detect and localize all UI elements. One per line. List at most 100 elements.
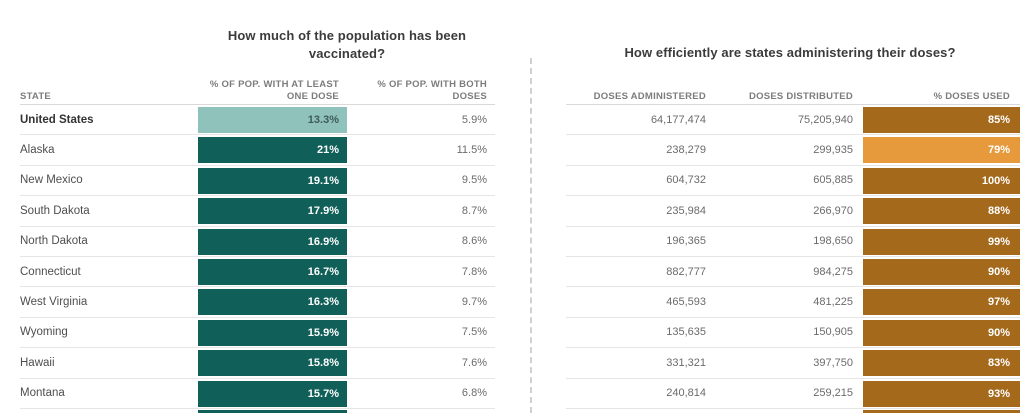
table-row: Alaska 21% 11.5% 238,279 299,935 79% <box>0 135 1035 166</box>
row-separator-right <box>566 164 1020 166</box>
table-row: Montana 15.7% 6.8% 240,814 259,215 93% <box>0 379 1035 409</box>
doses-used-bar: 85% <box>863 107 1020 133</box>
table-row: Wyoming 15.9% 7.5% 135,635 150,905 90% <box>0 318 1035 349</box>
distributed-value: 266,970 <box>813 204 853 217</box>
table-row: South Dakota 17.9% 8.7% 235,984 266,970 … <box>0 196 1035 227</box>
one-dose-bar: 19.1% <box>198 167 347 194</box>
row-separator-right <box>566 255 1020 257</box>
row-separator-right <box>566 347 1020 349</box>
distributed-value: 75,205,940 <box>797 113 853 126</box>
section-divider <box>530 58 532 413</box>
row-separator-left <box>20 164 495 166</box>
column-header-doses-used: % DOSES USED <box>933 91 1010 103</box>
state-name: New Mexico <box>20 174 83 187</box>
row-separator-right <box>566 316 1020 318</box>
table-row: United States 13.3% 5.9% 64,177,474 75,2… <box>0 105 1035 136</box>
header-separator-left <box>20 104 495 105</box>
distributed-value: 984,275 <box>813 265 853 278</box>
state-name: West Virginia <box>20 296 88 309</box>
administered-value: 882,777 <box>666 265 706 278</box>
row-separator-left <box>20 255 495 257</box>
column-header-one-dose: % OF POP. WITH AT LEAST ONE DOSE <box>209 79 339 103</box>
administered-value: 331,321 <box>666 356 706 369</box>
cutoff-next-row-orange-bar <box>863 410 1020 413</box>
both-doses-value: 8.6% <box>461 235 487 248</box>
doses-used-bar: 90% <box>863 258 1020 285</box>
row-separator-left <box>20 134 495 136</box>
both-doses-value: 11.5% <box>456 144 487 157</box>
state-name: North Dakota <box>20 235 88 248</box>
row-separator-left <box>20 286 495 288</box>
both-doses-value: 9.7% <box>461 296 487 309</box>
one-dose-bar: 15.7% <box>198 380 347 407</box>
doses-used-bar: 90% <box>863 319 1020 346</box>
one-dose-bar: 15.8% <box>198 350 347 377</box>
row-separator-left <box>20 377 495 379</box>
row-separator-left <box>20 347 495 349</box>
one-dose-bar: 16.9% <box>198 228 347 255</box>
one-dose-bar: 17.9% <box>198 198 347 225</box>
table-row: Connecticut 16.7% 7.8% 882,777 984,275 9… <box>0 257 1035 288</box>
distributed-value: 150,905 <box>813 326 853 339</box>
both-doses-value: 7.6% <box>461 356 487 369</box>
doses-used-bar: 93% <box>863 380 1020 407</box>
row-separator-left <box>20 225 495 227</box>
state-name: Montana <box>20 387 65 400</box>
distributed-value: 198,650 <box>813 235 853 248</box>
column-header-administered: DOSES ADMINISTERED <box>593 91 706 103</box>
distributed-value: 605,885 <box>813 174 853 187</box>
distributed-value: 259,215 <box>813 387 853 400</box>
row-separator-left <box>20 316 495 318</box>
state-name: United States <box>20 113 94 126</box>
state-name: Connecticut <box>20 265 81 278</box>
administered-value: 196,365 <box>666 235 706 248</box>
row-separator-left <box>20 195 495 197</box>
state-name: South Dakota <box>20 204 90 217</box>
doses-used-bar: 79% <box>863 137 1020 164</box>
distributed-value: 397,750 <box>813 356 853 369</box>
row-separator-right <box>566 195 1020 197</box>
doses-used-bar: 88% <box>863 198 1020 225</box>
doses-used-bar: 99% <box>863 228 1020 255</box>
both-doses-value: 5.9% <box>461 113 487 126</box>
administered-value: 238,279 <box>666 144 706 157</box>
both-doses-value: 7.5% <box>461 326 487 339</box>
row-separator-right <box>566 134 1020 136</box>
one-dose-bar: 15.9% <box>198 319 347 346</box>
doses-used-bar: 83% <box>863 350 1020 377</box>
table-body: United States 13.3% 5.9% 64,177,474 75,2… <box>0 105 1035 409</box>
table-row: New Mexico 19.1% 9.5% 604,732 605,885 10… <box>0 166 1035 197</box>
administered-value: 135,635 <box>666 326 706 339</box>
column-header-state: STATE <box>20 91 51 103</box>
column-header-distributed: DOSES DISTRIBUTED <box>748 91 853 103</box>
both-doses-value: 9.5% <box>461 174 487 187</box>
administered-value: 64,177,474 <box>650 113 706 126</box>
one-dose-bar: 16.3% <box>198 289 347 316</box>
one-dose-bar: 16.7% <box>198 258 347 285</box>
right-section-title: How efficiently are states administering… <box>624 45 956 60</box>
administered-value: 465,593 <box>666 296 706 309</box>
row-separator-left <box>20 407 495 409</box>
both-doses-value: 8.7% <box>461 204 487 217</box>
one-dose-bar: 13.3% <box>198 107 347 133</box>
one-dose-bar: 21% <box>198 137 347 164</box>
cutoff-next-row-teal-bar <box>198 410 347 413</box>
row-separator-right <box>566 377 1020 379</box>
state-name: Hawaii <box>20 356 55 369</box>
table-row: North Dakota 16.9% 8.6% 196,365 198,650 … <box>0 227 1035 257</box>
row-separator-right <box>566 407 1020 409</box>
state-name: Alaska <box>20 144 55 157</box>
row-separator-right <box>566 225 1020 227</box>
left-section-title: How much of the population has been vacc… <box>227 28 467 61</box>
row-separator-right <box>566 286 1020 288</box>
state-name: Wyoming <box>20 326 68 339</box>
both-doses-value: 6.8% <box>461 387 487 400</box>
distributed-value: 299,935 <box>813 144 853 157</box>
column-header-both-doses: % OF POP. WITH BOTH DOSES <box>377 79 487 103</box>
table-row: West Virginia 16.3% 9.7% 465,593 481,225… <box>0 287 1035 318</box>
table-header: STATE % OF POP. WITH AT LEAST ONE DOSE %… <box>0 70 1035 103</box>
both-doses-value: 7.8% <box>461 265 487 278</box>
administered-value: 235,984 <box>666 204 706 217</box>
administered-value: 240,814 <box>666 387 706 400</box>
